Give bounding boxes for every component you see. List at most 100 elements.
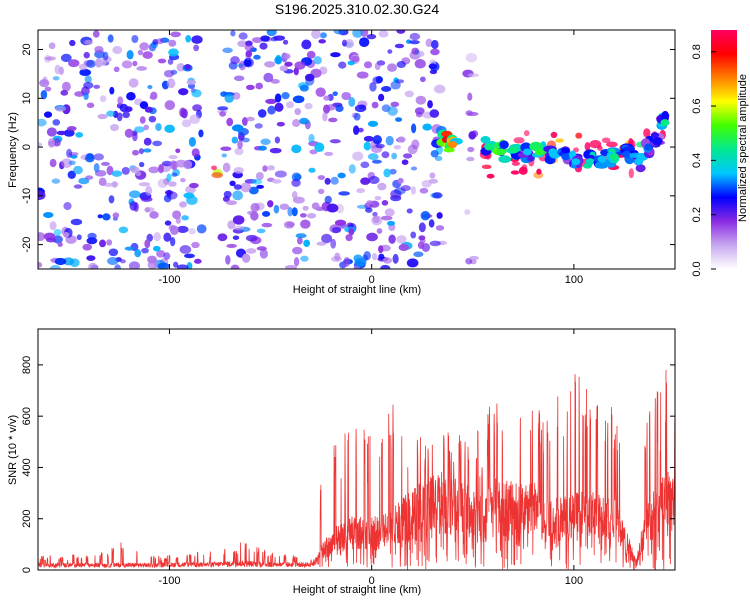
spectrogram-cell xyxy=(360,177,371,185)
spectrogram-cell xyxy=(255,171,264,181)
spectrogram-cell xyxy=(430,48,440,56)
spectrogram-cell xyxy=(114,264,121,269)
spectrogram-cell xyxy=(78,63,88,71)
spectrogram-cell xyxy=(282,39,289,45)
spectrogram-cell xyxy=(469,255,479,261)
spectrogram-cell xyxy=(144,239,151,249)
spectrogram-signal-peak xyxy=(522,148,532,156)
spectrogram-cell xyxy=(232,92,241,100)
spectrogram-cell xyxy=(307,213,317,219)
spectrogram-signal-peak xyxy=(609,153,619,161)
spectrogram-cell xyxy=(391,152,398,160)
spectrogram-cell xyxy=(523,130,530,137)
spectrogram-cell xyxy=(425,38,433,48)
spectrogram-cell xyxy=(387,63,398,72)
spectrogram-cell xyxy=(279,65,288,72)
spectrogram-cell xyxy=(378,93,385,102)
spectrogram-cell xyxy=(414,58,426,69)
spectrogram-signal-cell xyxy=(635,164,646,173)
spectrogram-cell xyxy=(47,138,56,148)
spectrogram-cell xyxy=(510,170,520,175)
spectrogram-y-ticks: -20 -10 0 10 20 xyxy=(21,43,675,253)
spectrogram-cell xyxy=(371,101,379,109)
spectrogram-cell xyxy=(211,165,218,171)
spectrogram-cell xyxy=(387,106,398,116)
spectrogram-cell xyxy=(606,141,618,148)
y-tick-label: 20 xyxy=(21,43,33,55)
spectrogram-cell xyxy=(341,91,352,101)
spectrogram-cell xyxy=(366,232,378,242)
spectrogram-cell xyxy=(152,245,161,252)
spectrogram-cell xyxy=(486,173,495,179)
spectrogram-cell xyxy=(428,219,435,228)
spectrogram-cell xyxy=(245,116,255,122)
spectrogram-cell xyxy=(69,39,76,47)
spectrogram-cell xyxy=(464,209,471,215)
spectrogram-cell xyxy=(396,60,406,69)
spectrogram-cell xyxy=(161,160,173,167)
spectrogram-cell xyxy=(168,48,179,57)
spectrogram-cell xyxy=(225,255,231,265)
spectrogram-cell xyxy=(61,81,71,92)
spectrogram-cell xyxy=(164,124,175,134)
spectrogram-cell xyxy=(141,247,149,254)
spectrogram-cell xyxy=(57,242,63,247)
spectrogram-cell xyxy=(198,129,204,138)
spectrogram-cell xyxy=(121,60,133,69)
spectrogram-cell xyxy=(83,51,90,59)
spectrogram-cell xyxy=(157,262,170,269)
spectrogram-cell xyxy=(301,39,312,50)
spectrogram-cell xyxy=(398,243,410,252)
spectrogram-cell xyxy=(330,52,341,58)
spectrogram-signal-peak xyxy=(597,155,607,163)
y-tick-label: 200 xyxy=(21,510,33,528)
spectrogram-cell xyxy=(234,147,244,156)
spectrogram-cell xyxy=(251,178,263,185)
spectrogram-cell xyxy=(279,203,290,210)
spectrogram-cell xyxy=(404,90,415,98)
spectrogram-cell xyxy=(270,79,280,84)
spectrogram-cell xyxy=(191,89,202,98)
spectrogram-cell xyxy=(291,207,298,217)
spectrogram-cell xyxy=(274,136,281,144)
spectrogram-cell xyxy=(163,69,175,78)
spectrogram-cell xyxy=(536,168,542,175)
spectrogram-cell xyxy=(166,78,176,89)
spectrogram-cell xyxy=(164,220,172,226)
spectrogram-cell xyxy=(38,142,43,147)
spectrogram-cell xyxy=(309,149,318,155)
spectrogram-cell xyxy=(382,257,393,264)
spectrogram-cell xyxy=(224,93,234,103)
spectrogram-cell xyxy=(299,213,307,218)
spectrogram-cell xyxy=(82,243,92,251)
spectrogram-cell xyxy=(261,222,273,228)
spectrogram-cell xyxy=(67,170,76,180)
spectrogram-cell xyxy=(267,105,276,115)
spectrogram-cell xyxy=(189,182,199,189)
spectrogram-cell xyxy=(169,160,177,170)
spectrogram-cell xyxy=(311,30,321,39)
spectrogram-cell xyxy=(227,220,236,230)
y-tick-label: -20 xyxy=(21,237,33,253)
spectrogram-cell xyxy=(429,240,441,247)
spectrogram-cell xyxy=(575,132,583,139)
spectrogram-cell xyxy=(338,61,347,69)
spectrogram-cell xyxy=(138,161,145,168)
spectrogram-cell xyxy=(183,253,195,259)
spectrogram-cell xyxy=(354,257,367,267)
spectrogram-cell xyxy=(374,62,381,71)
spectrogram-cell xyxy=(435,225,445,231)
spectrogram-cell xyxy=(233,75,245,82)
snr-x-label: Height of straight line (km) xyxy=(293,584,421,596)
spectrogram-cell xyxy=(143,148,152,153)
spectrogram-cell xyxy=(143,124,149,131)
spectrogram-cell xyxy=(589,140,602,149)
spectrogram-cell xyxy=(283,221,295,229)
spectrogram-cell xyxy=(330,176,339,185)
y-tick-label: 0 xyxy=(21,567,33,573)
spectrogram-cell xyxy=(260,138,271,145)
spectrogram-cell xyxy=(335,203,345,214)
spectrogram-cell xyxy=(176,63,185,72)
spectrogram-cell xyxy=(226,243,237,248)
